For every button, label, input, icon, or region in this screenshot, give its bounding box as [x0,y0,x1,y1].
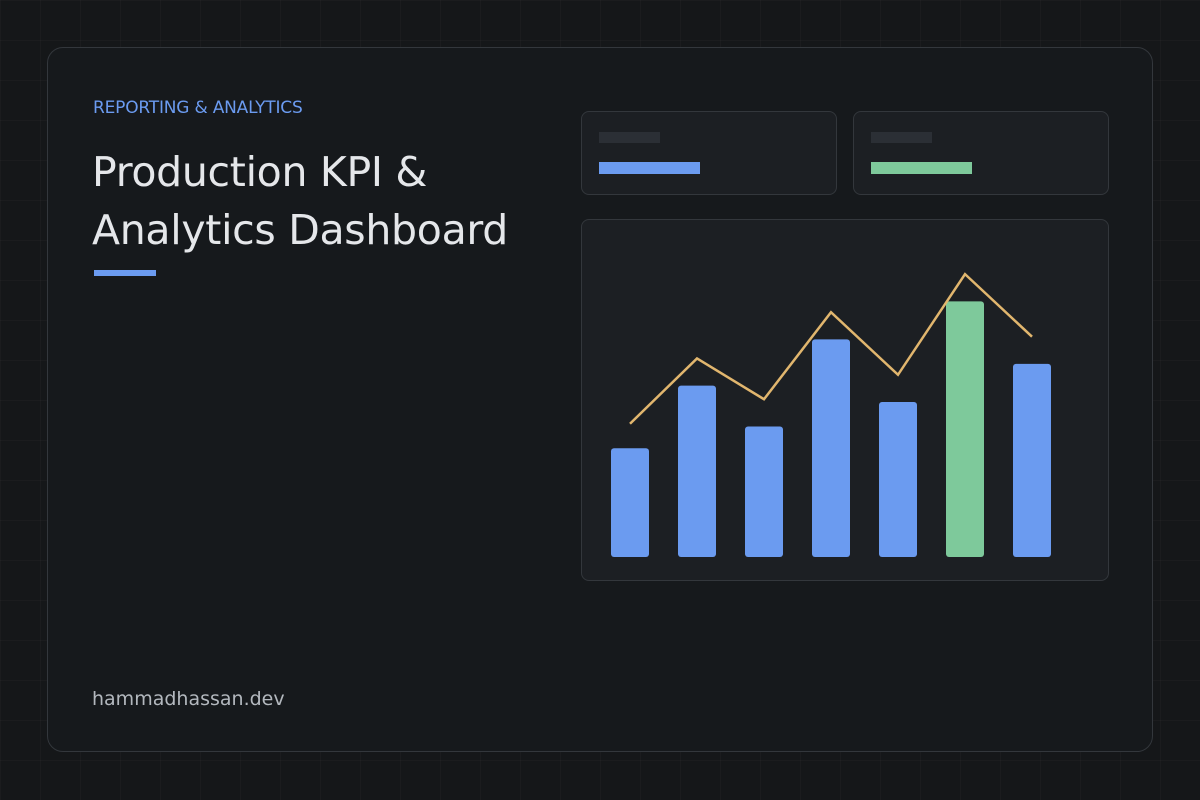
page-title: Production KPI & Analytics Dashboard [92,143,562,259]
chart-bar [678,385,716,557]
bar-line-chart [611,272,1051,557]
kpi-value-bar [871,162,972,174]
kpi-value-bar [599,162,700,174]
kpi-label-placeholder [599,132,660,143]
footer-site-link[interactable]: hammadhassan.dev [92,688,285,710]
hero-card: REPORTING & ANALYTICS Production KPI & A… [47,47,1153,752]
title-accent-rule [94,270,156,276]
chart-bar [611,448,649,557]
chart-bar [1013,363,1051,557]
chart-bar [879,401,917,557]
chart-bar [745,426,783,557]
kpi-card-2 [853,111,1109,195]
chart-trend-line [629,272,1033,425]
chart-bar-highlight [946,301,984,557]
chart-panel [581,219,1109,581]
chart-bar [812,339,850,557]
kpi-card-1 [581,111,837,195]
kpi-label-placeholder [871,132,932,143]
title-line-1: Production KPI & [92,148,428,196]
eyebrow-label: REPORTING & ANALYTICS [93,98,303,118]
title-line-2: Analytics Dashboard [92,206,508,254]
